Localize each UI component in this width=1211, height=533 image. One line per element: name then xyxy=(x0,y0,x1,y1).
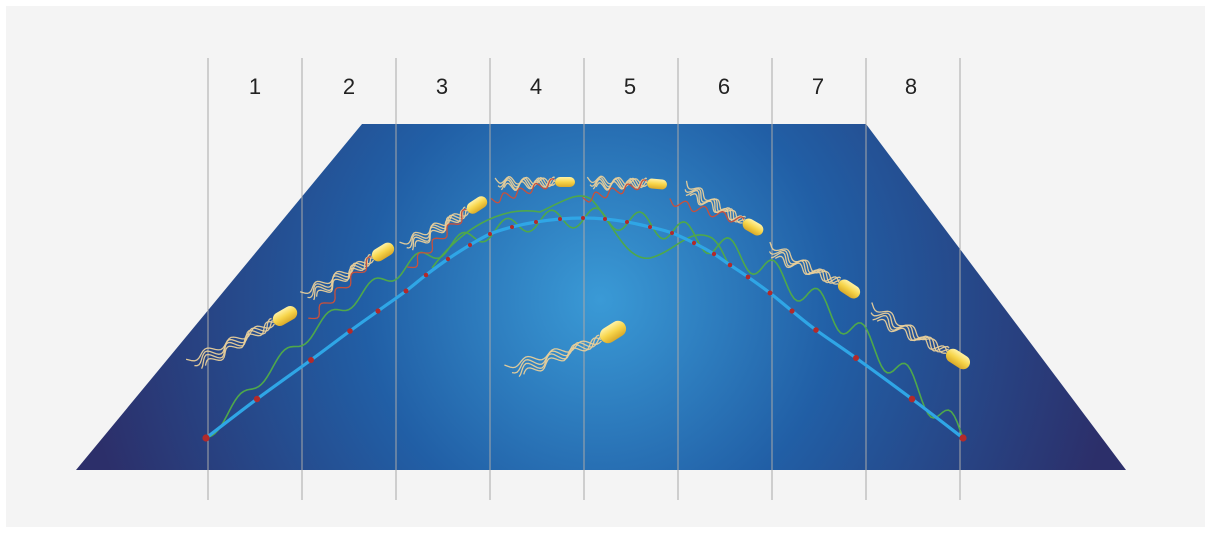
column-label-2: 2 xyxy=(343,74,355,99)
track-dot-10 xyxy=(488,232,492,236)
track-dot-14 xyxy=(581,216,585,220)
bacterium-6-body xyxy=(742,218,764,236)
bacterium-6-flagellum-3 xyxy=(684,188,746,223)
column-label-3: 3 xyxy=(436,74,448,99)
bacterium-7-flagellum-2 xyxy=(770,252,842,284)
bacterium-5 xyxy=(582,175,667,203)
column-labels: 1 2 3 4 5 6 7 8 xyxy=(249,74,917,99)
bacterium-5-flagellum-2 xyxy=(592,177,648,190)
bacterium-4-flagellum-red xyxy=(490,178,555,204)
bacterium-1-flagellum-2 xyxy=(200,317,272,369)
track-dot-3 xyxy=(308,357,314,363)
track-dot-6 xyxy=(403,288,409,294)
bacteria-group xyxy=(185,175,971,377)
bacterium-2 xyxy=(299,242,395,320)
bacterium-6 xyxy=(669,180,764,236)
track-dot-13 xyxy=(558,217,562,221)
track-dot-15 xyxy=(603,217,607,221)
column-label-4: 4 xyxy=(530,74,542,99)
bacterium-5-flagellum-3 xyxy=(589,176,648,189)
bacterium-5-body xyxy=(647,178,667,190)
bacterium-center-flagellum-4 xyxy=(504,340,602,369)
track-dot-23 xyxy=(767,290,773,296)
bacterium-center xyxy=(504,320,627,377)
track-dot-19 xyxy=(691,240,697,246)
perspective-plane xyxy=(76,124,1126,470)
track-dot-18 xyxy=(670,231,674,235)
bacterium-2-body xyxy=(371,242,395,262)
column-label-8: 8 xyxy=(905,74,917,99)
track-dot-5 xyxy=(375,308,381,314)
bacterium-8 xyxy=(870,302,971,370)
bacterium-3-flagellum-red xyxy=(407,208,467,269)
bacterium-3 xyxy=(399,196,488,269)
track-dot-21 xyxy=(727,262,733,268)
track-dot-1 xyxy=(202,434,210,442)
track-dot-4 xyxy=(347,328,353,334)
bacterium-6-flagellum-4 xyxy=(685,180,743,224)
bacterium-center-body xyxy=(599,320,627,344)
bacterium-6-flagellum-red xyxy=(669,198,745,223)
bacterium-7 xyxy=(768,241,861,299)
track-dot-24 xyxy=(789,308,795,314)
bacterium-center-flagellum-2 xyxy=(518,334,600,377)
column-label-1: 1 xyxy=(249,74,261,99)
bacterium-1-flagellum-4 xyxy=(185,323,275,362)
column-dividers xyxy=(207,58,961,500)
bacterium-center-flagellum-3 xyxy=(511,336,601,374)
bacterium-7-flagellum-4 xyxy=(769,241,839,285)
track-dots xyxy=(202,216,967,442)
bacterium-8-body xyxy=(945,348,971,370)
blue-track-path xyxy=(204,216,965,440)
bacterium-8-flagellum-2 xyxy=(872,314,950,352)
bacterium-4-flagellum-2 xyxy=(500,176,555,191)
bacterium-3-body xyxy=(466,196,488,214)
bacterium-5-flagellum-4 xyxy=(586,175,648,188)
track-dot-22 xyxy=(745,274,751,280)
track-dot-17 xyxy=(648,225,652,229)
track-dot-27 xyxy=(908,395,916,403)
bacterium-4-body xyxy=(555,177,575,187)
bacterium-8-flagellum-4 xyxy=(871,302,947,354)
bacterium-7-body xyxy=(837,279,861,299)
bacterium-4 xyxy=(490,176,575,204)
bacterium-4-flagellum-4 xyxy=(494,176,556,187)
bacterium-1 xyxy=(185,306,298,369)
bacterium-3-flagellum-2 xyxy=(411,206,466,251)
track-dot-8 xyxy=(445,256,451,262)
bacterium-2-flagellum-2 xyxy=(313,253,371,301)
bacterium-1-flagellum-3 xyxy=(194,319,274,367)
bacterium-2-flagellum-red xyxy=(308,256,372,320)
bacterium-2-flagellum-4 xyxy=(299,259,375,295)
bacterium-3-flagellum-4 xyxy=(399,212,469,245)
track-dot-16 xyxy=(625,220,629,224)
bacterium-2-flagellum-3 xyxy=(307,255,373,299)
bacterium-5-flagellum-red xyxy=(582,179,647,203)
track-dot-11 xyxy=(510,225,514,229)
track-dot-9 xyxy=(467,242,473,248)
track-dot-25 xyxy=(813,327,819,333)
bacterium-7-flagellum-3 xyxy=(768,249,841,284)
track-dot-28 xyxy=(959,434,967,442)
column-label-7: 7 xyxy=(812,74,824,99)
bacterium-6-flagellum-2 xyxy=(685,190,747,222)
track-dot-12 xyxy=(534,220,538,224)
bacterium-4-flagellum-3 xyxy=(497,176,556,188)
column-label-6: 6 xyxy=(718,74,730,99)
track-dot-20 xyxy=(711,251,717,257)
track-dot-7 xyxy=(423,272,429,278)
column-label-5: 5 xyxy=(624,74,636,99)
bacterium-8-flagellum-3 xyxy=(870,312,949,353)
bacterium-1-body xyxy=(272,306,298,326)
track-dot-2 xyxy=(253,395,261,403)
track-dot-26 xyxy=(853,355,859,361)
bacterium-3-flagellum-3 xyxy=(406,208,467,249)
